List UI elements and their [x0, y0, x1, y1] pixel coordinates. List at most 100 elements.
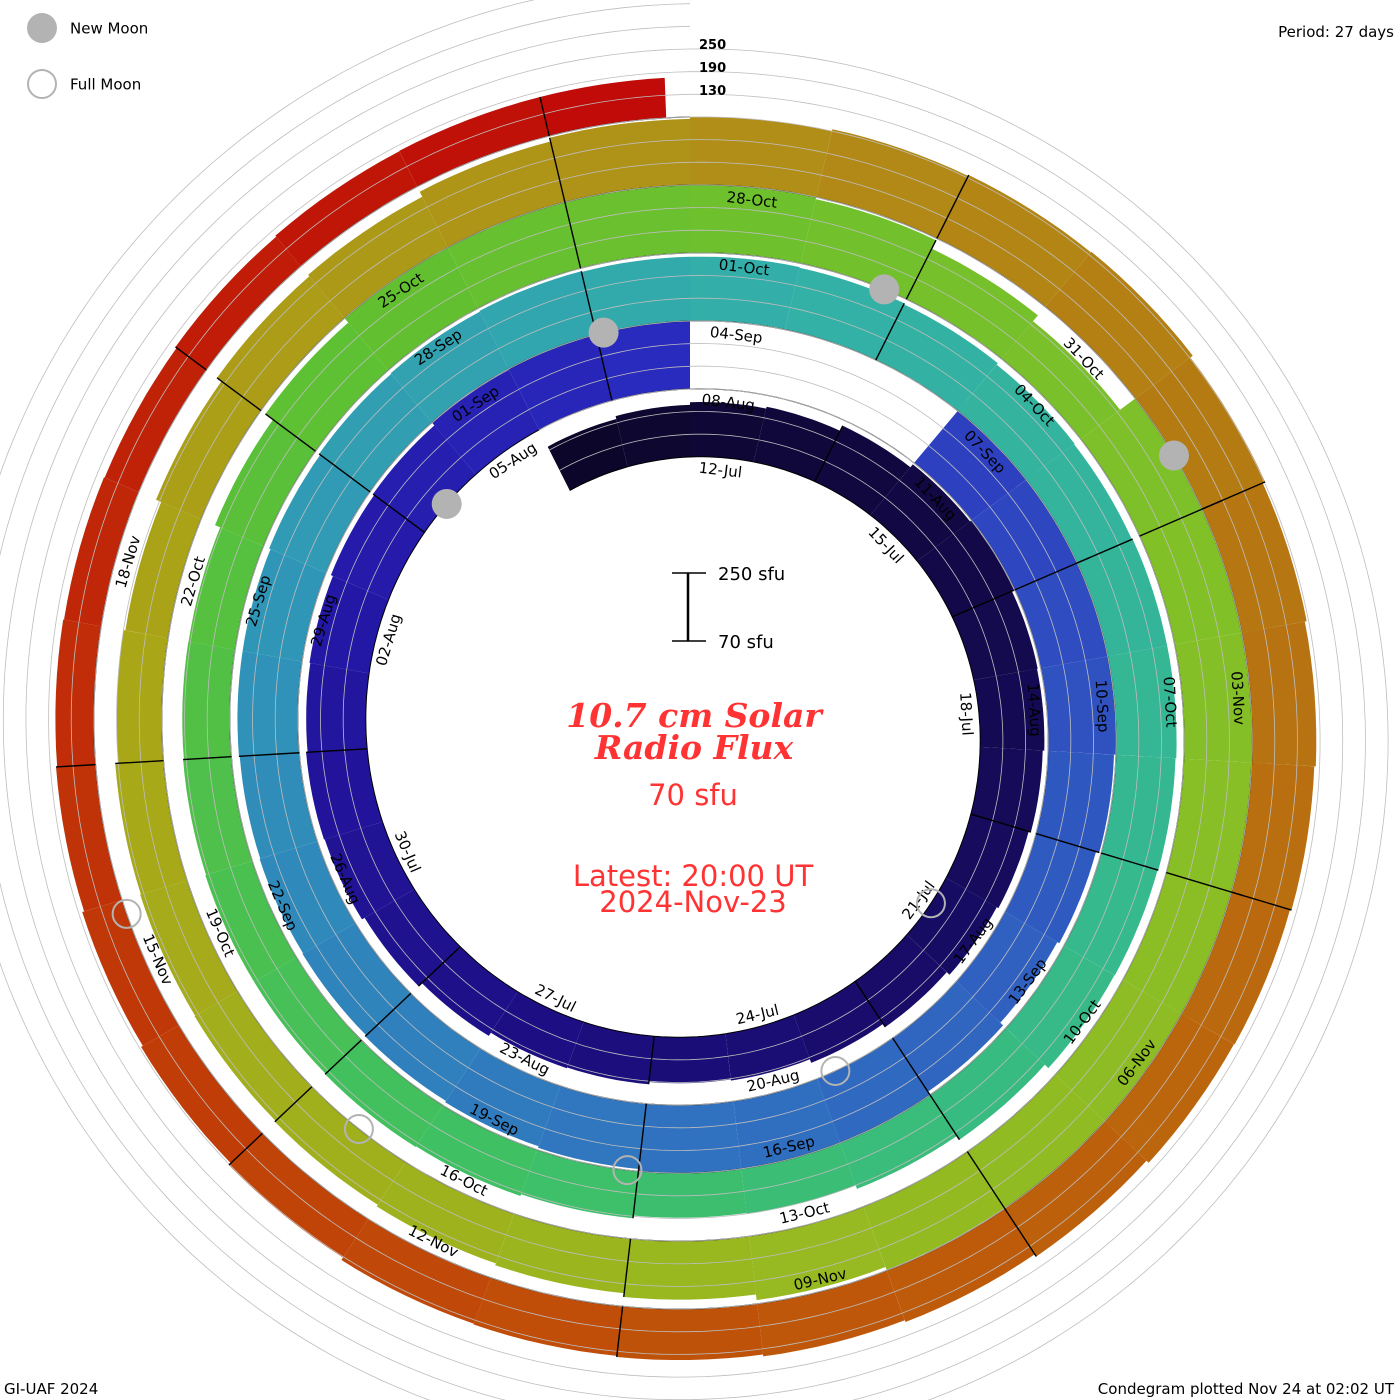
footer-credit: GI-UAF 2024	[4, 1380, 99, 1398]
day-divider	[324, 1039, 362, 1075]
flux-bar	[1004, 1121, 1147, 1257]
day-divider	[637, 1103, 648, 1172]
flux-bar	[956, 911, 1058, 1023]
flux-bar	[1241, 621, 1317, 767]
flux-bar	[957, 364, 1075, 480]
flux-bar	[1063, 853, 1158, 976]
flux-bar	[917, 520, 1014, 617]
day-divider	[306, 748, 368, 754]
flux-bar	[1026, 444, 1132, 563]
flux-bar	[188, 527, 264, 650]
day-divider	[55, 763, 96, 768]
flux-bar	[564, 182, 690, 269]
flux-bar	[690, 256, 800, 330]
day-divider	[175, 346, 207, 371]
period-label: Period: 27 days	[1278, 23, 1394, 41]
flux-bar	[1077, 539, 1168, 657]
flux-bar	[55, 619, 102, 767]
flux-bar	[306, 663, 370, 753]
flux-bar	[623, 1236, 756, 1300]
flux-bar	[182, 641, 236, 760]
full-moon-marker	[915, 888, 946, 919]
flux-bar	[1001, 321, 1121, 440]
flux-bar	[365, 993, 481, 1101]
flux-bar	[205, 861, 297, 982]
day-divider	[364, 992, 412, 1037]
date-label: 12-Jul	[698, 459, 743, 482]
flux-bar	[308, 196, 448, 319]
full-moon-marker	[111, 898, 142, 929]
flux-bar	[419, 141, 565, 248]
flux-bar	[309, 576, 389, 674]
flux-bar	[855, 934, 947, 1027]
flux-bar	[64, 477, 139, 627]
flux-bars	[55, 77, 1317, 1360]
day-divider	[216, 377, 262, 412]
day-divider	[563, 199, 582, 269]
flux-bar	[733, 1078, 841, 1171]
flux-bar	[875, 304, 998, 411]
flux-bar	[967, 1074, 1107, 1211]
flux-bar	[814, 425, 911, 516]
full-moon-marker	[820, 1055, 851, 1086]
flux-bar	[793, 981, 884, 1063]
flux-bar	[1202, 483, 1307, 633]
flux-bar	[615, 404, 690, 467]
flux-bar	[638, 1101, 742, 1174]
flux-bar	[399, 97, 550, 187]
day-divider	[905, 239, 937, 300]
flux-bar	[690, 183, 817, 264]
moon-markers	[111, 274, 1189, 1186]
flux-bar	[390, 311, 509, 423]
scale-top-label: 250 sfu	[718, 564, 785, 585]
flux-bar	[116, 630, 169, 764]
flux-bar	[1036, 750, 1114, 853]
full-moon-marker	[612, 1155, 643, 1186]
flux-bar	[1101, 754, 1176, 871]
flux-bar	[540, 77, 667, 136]
flux-bar	[971, 471, 1090, 590]
flux-bar	[952, 591, 1038, 680]
full-moon-legend-icon	[27, 69, 57, 99]
flux-bar	[239, 752, 318, 859]
day-divider	[548, 137, 566, 203]
flux-bar	[376, 1162, 514, 1264]
day-divider	[274, 1086, 313, 1123]
new-moon-marker	[431, 488, 462, 519]
flux-bar	[432, 369, 540, 475]
day-divider	[929, 1094, 961, 1141]
flux-bar	[319, 373, 432, 492]
flux-bar	[914, 402, 1036, 521]
day-divider	[539, 96, 550, 137]
day-divider	[318, 453, 371, 493]
day-divider	[372, 493, 425, 533]
full-moon-legend-label: Full Moon	[70, 75, 141, 93]
date-label: 18-Jul	[956, 692, 976, 736]
day-divider	[265, 413, 316, 452]
flux-bar	[547, 419, 628, 491]
flux-bar	[495, 1213, 631, 1294]
flux-bar	[274, 1086, 406, 1205]
date-label: 03-Nov	[1227, 671, 1248, 726]
footer-plot-time: Condegram plotted Nov 24 at 02:02 UT	[1097, 1380, 1394, 1398]
new-moon-marker	[1158, 440, 1189, 471]
flux-bar	[215, 419, 316, 547]
date-label: 01-Oct	[718, 256, 771, 280]
date-label: 10-Sep	[1092, 679, 1113, 733]
new-moon-marker	[869, 274, 900, 305]
date-label: 07-Oct	[1160, 676, 1181, 728]
flux-bar	[228, 1133, 369, 1258]
flux-bar	[373, 425, 476, 533]
flux-bar	[1231, 762, 1315, 911]
flux-bar	[886, 1208, 1035, 1322]
chart-title-line1: 10.7 cm Solar	[566, 696, 824, 735]
flux-bar	[800, 199, 936, 300]
flux-bar	[1135, 357, 1266, 510]
day-divider	[1166, 871, 1245, 897]
date-label: 04-Sep	[709, 323, 764, 347]
flux-bar	[56, 764, 123, 912]
day-divider	[647, 1036, 655, 1085]
day-divider	[966, 1151, 1007, 1212]
day-divider	[970, 813, 1032, 833]
